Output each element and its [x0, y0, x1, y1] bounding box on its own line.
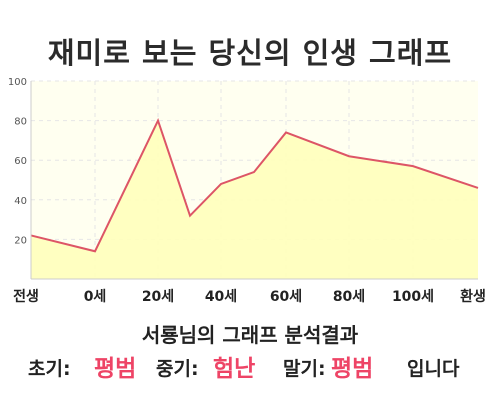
x-tick-label: 80세	[333, 289, 365, 305]
early-value: 평범	[94, 356, 137, 382]
mid-label: 중기:	[156, 358, 199, 380]
x-tick-label: 60세	[270, 289, 302, 305]
x-tick-label: 환생	[460, 288, 486, 305]
x-tick-label: 20세	[142, 289, 174, 305]
x-tick-label: 40세	[205, 289, 237, 305]
series-line	[30, 117, 479, 253]
y-tick-label: 20	[14, 235, 27, 246]
y-tick-label: 60	[14, 156, 27, 167]
late-label: 말기:	[283, 358, 326, 380]
area-shape	[31, 120, 478, 279]
area-fill	[31, 120, 478, 279]
result-line: 초기: 평범 중기: 험난 말기: 평범 입니다	[0, 346, 500, 382]
early-label: 초기:	[28, 358, 71, 380]
y-tick-label: 100	[8, 77, 27, 88]
y-tick-label: 80	[14, 117, 27, 128]
x-tick-labels: 전생 0세 20세 40세 60세 80세 100세 환생	[13, 288, 486, 305]
x-tick-label: 전생	[13, 288, 39, 305]
late-value: 평범	[331, 356, 374, 382]
mid-value: 험난	[213, 356, 256, 382]
page-title: 재미로 보는 당신의 인생 그래프	[47, 36, 453, 70]
axes	[30, 81, 478, 280]
x-tick-label: 100세	[392, 289, 434, 305]
ending-text: 입니다	[407, 358, 460, 380]
series-line-path	[30, 117, 479, 253]
y-tick-labels: 20 40 60 80 100	[8, 77, 27, 246]
x-tick-label: 0세	[84, 289, 107, 305]
summary-title: 서룡님의 그래프 분석결과	[141, 323, 359, 347]
y-tick-label: 40	[14, 196, 27, 207]
